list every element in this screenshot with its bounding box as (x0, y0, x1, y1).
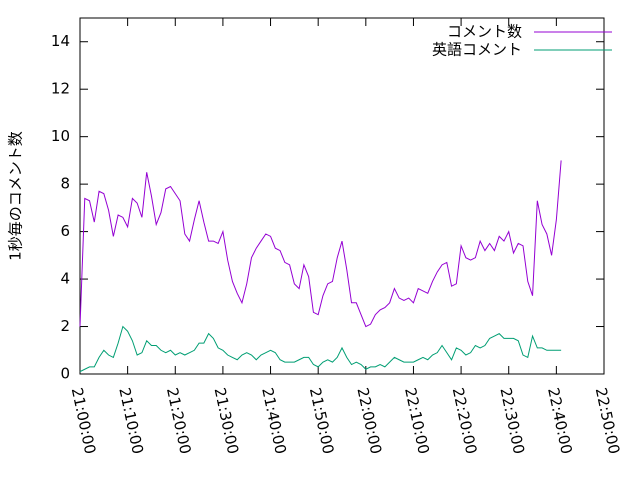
y-tick-label: 0 (60, 365, 70, 383)
data-line (79, 325, 562, 373)
x-tick-label: 22:20:00 (449, 386, 481, 456)
y-tick-label: 4 (60, 270, 70, 288)
x-tick-label: 22:40:00 (544, 386, 576, 456)
legend-label: 英語コメント (432, 41, 522, 59)
x-tick-label: 21:40:00 (258, 386, 290, 456)
y-tick-label: 14 (51, 32, 70, 50)
y-tick-label: 8 (60, 175, 70, 193)
x-tick-label: 22:10:00 (401, 386, 433, 456)
x-tick-label: 22:30:00 (496, 386, 528, 456)
y-axis-label: 1秒毎のコメント数 (7, 131, 25, 261)
y-tick-label: 2 (60, 317, 70, 335)
y-tick-label: 12 (51, 80, 70, 98)
plot-frame (79, 17, 605, 375)
legend-label: コメント数 (447, 23, 522, 41)
x-tick-label: 21:00:00 (68, 386, 100, 456)
x-tick-label: 21:30:00 (211, 386, 243, 456)
y-tick-label: 10 (51, 127, 70, 145)
y-tick-label: 6 (60, 222, 70, 240)
x-tick-label: 21:20:00 (163, 386, 195, 456)
x-tick-label: 21:50:00 (306, 386, 338, 456)
x-tick-label: 22:50:00 (592, 386, 624, 456)
x-tick-label: 22:00:00 (354, 386, 386, 456)
data-line (79, 160, 562, 328)
x-tick-label: 21:10:00 (115, 386, 147, 456)
